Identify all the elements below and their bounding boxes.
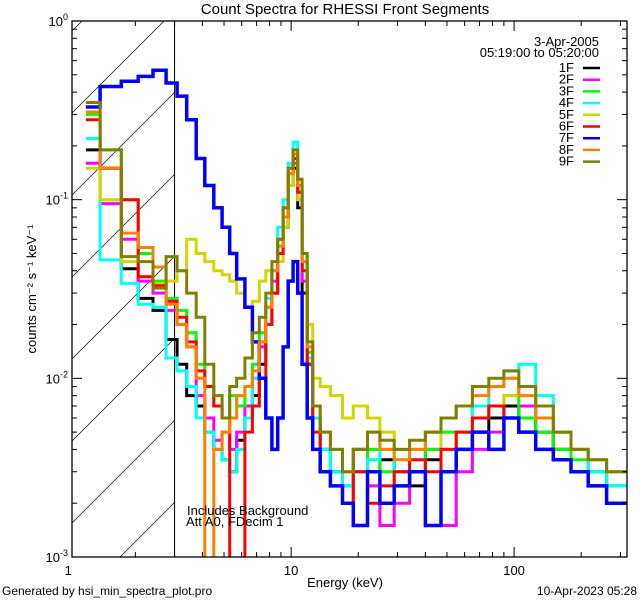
hatch-line — [71, 256, 175, 360]
legend-label-6F: 6F — [559, 119, 574, 134]
hatch-line — [71, 420, 175, 524]
legend-label-2F: 2F — [559, 72, 574, 87]
hatch-line — [71, 338, 175, 442]
legend-date: 3-Apr-2005 — [534, 34, 599, 49]
legend-label-4F: 4F — [559, 95, 574, 110]
series-line-4F — [85, 137, 627, 488]
chart-title: Count Spectra for RHESSI Front Segments — [201, 1, 489, 18]
footer-timestamp: 10-Apr-2023 05:28 — [537, 584, 637, 598]
x-tick-label: 1 — [65, 563, 72, 578]
x-tick-label: 10 — [284, 563, 298, 578]
hatch-line — [71, 174, 175, 278]
hatch-line — [71, 92, 175, 196]
y-tick-label: 10-2 — [46, 369, 68, 386]
y-axis-label: counts cm⁻² s⁻¹ keV⁻¹ — [24, 224, 39, 354]
legend-time-range: 05:19:00 to 05:20:00 — [480, 45, 599, 60]
series-line-7F — [85, 68, 627, 528]
legend-label-5F: 5F — [559, 107, 574, 122]
legend: 3-Apr-2005 05:19:00 to 05:20:00 1F2F3F4F… — [480, 34, 600, 169]
hatch-line — [119, 502, 175, 558]
legend-label-1F: 1F — [559, 60, 574, 75]
legend-label-8F: 8F — [559, 142, 574, 157]
y-tick-label: 10-1 — [46, 191, 68, 208]
hatched-region — [71, 20, 175, 558]
legend-label-9F: 9F — [559, 154, 574, 169]
x-tick-label: 100 — [503, 563, 525, 578]
footer-generated-by: Generated by hsi_min_spectra_plot.pro — [2, 584, 212, 598]
y-tick-label: 100 — [49, 12, 68, 29]
y-tick-label: 10-3 — [46, 548, 68, 565]
annotation-attenuator: Att A0, FDecim 1 — [186, 514, 284, 529]
x-axis-label: Energy (keV) — [307, 575, 383, 590]
legend-label-3F: 3F — [559, 83, 574, 98]
plot-frame — [71, 20, 628, 558]
annotation-background: Includes Background — [187, 503, 308, 518]
series-line-9F — [85, 101, 627, 474]
hatch-line — [71, 20, 165, 114]
legend-label-7F: 7F — [559, 130, 574, 145]
series-line-8F — [85, 110, 627, 557]
